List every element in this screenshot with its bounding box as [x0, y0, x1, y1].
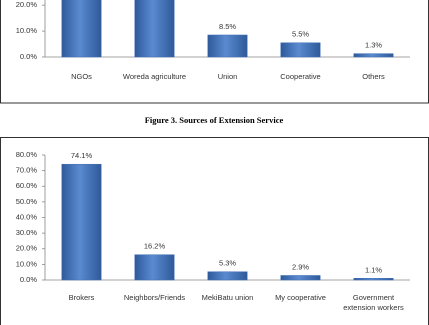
y-tick-label: 60.0% [16, 181, 38, 190]
bar [61, 163, 102, 281]
y-tick-label: 10.0% [16, 26, 38, 35]
bar [353, 278, 394, 281]
bar [353, 53, 394, 58]
x-tick-label: Others [362, 72, 385, 81]
x-tick-label: Government extension workers [343, 293, 404, 312]
y-tick-label: 20.0% [16, 244, 38, 253]
x-tick-label: Cooperative [280, 72, 320, 81]
figure-caption: Figure 3. Sources of Extension Service [145, 115, 284, 125]
data-label: 16.2% [144, 242, 166, 251]
x-tick-label: Brokers [69, 293, 95, 302]
y-tick-label: 20.0% [16, 0, 38, 9]
data-label: 1.1% [365, 265, 382, 274]
bar [61, 0, 102, 58]
y-tick-label: 80.0% [16, 150, 38, 159]
y-tick-label: 0.0% [20, 52, 37, 61]
x-tick-label: My cooperative [275, 293, 326, 302]
data-label: 5.3% [219, 259, 236, 268]
y-tick-label: 0.0% [20, 275, 37, 284]
x-tick-label: Woreda agriculture [123, 72, 186, 81]
data-label: 8.5% [219, 22, 236, 31]
bar [207, 34, 248, 58]
bar [134, 0, 175, 58]
data-label: 2.9% [292, 262, 309, 271]
y-tick-label: 70.0% [16, 166, 38, 175]
y-tick-label: 30.0% [16, 228, 38, 237]
bar [134, 254, 175, 281]
x-tick-label: NGOs [71, 72, 92, 81]
data-label: 1.3% [365, 41, 382, 50]
chart: 0.0% 10.0% 20.0% 30.0% 40.0% 50.0% 60.0% 70.0% 8… [16, 150, 410, 312]
x-tick-label: Neighbors/Friends [124, 293, 186, 302]
data-label: 74.1% [71, 151, 93, 160]
x-tick-label: MekiBatu union [202, 293, 254, 302]
bar [280, 42, 321, 58]
y-tick-label: 50.0% [16, 197, 38, 206]
x-tick-label: Union [218, 72, 238, 81]
y-tick-label: 40.0% [16, 212, 38, 221]
bar [280, 275, 321, 281]
y-tick-label: 10.0% [16, 259, 38, 268]
chart: 0.0% 10.0% 20.0% NGOs Woreda agriculture 8.5%… [16, 0, 410, 81]
bar [207, 271, 248, 281]
data-label: 5.5% [292, 30, 309, 39]
